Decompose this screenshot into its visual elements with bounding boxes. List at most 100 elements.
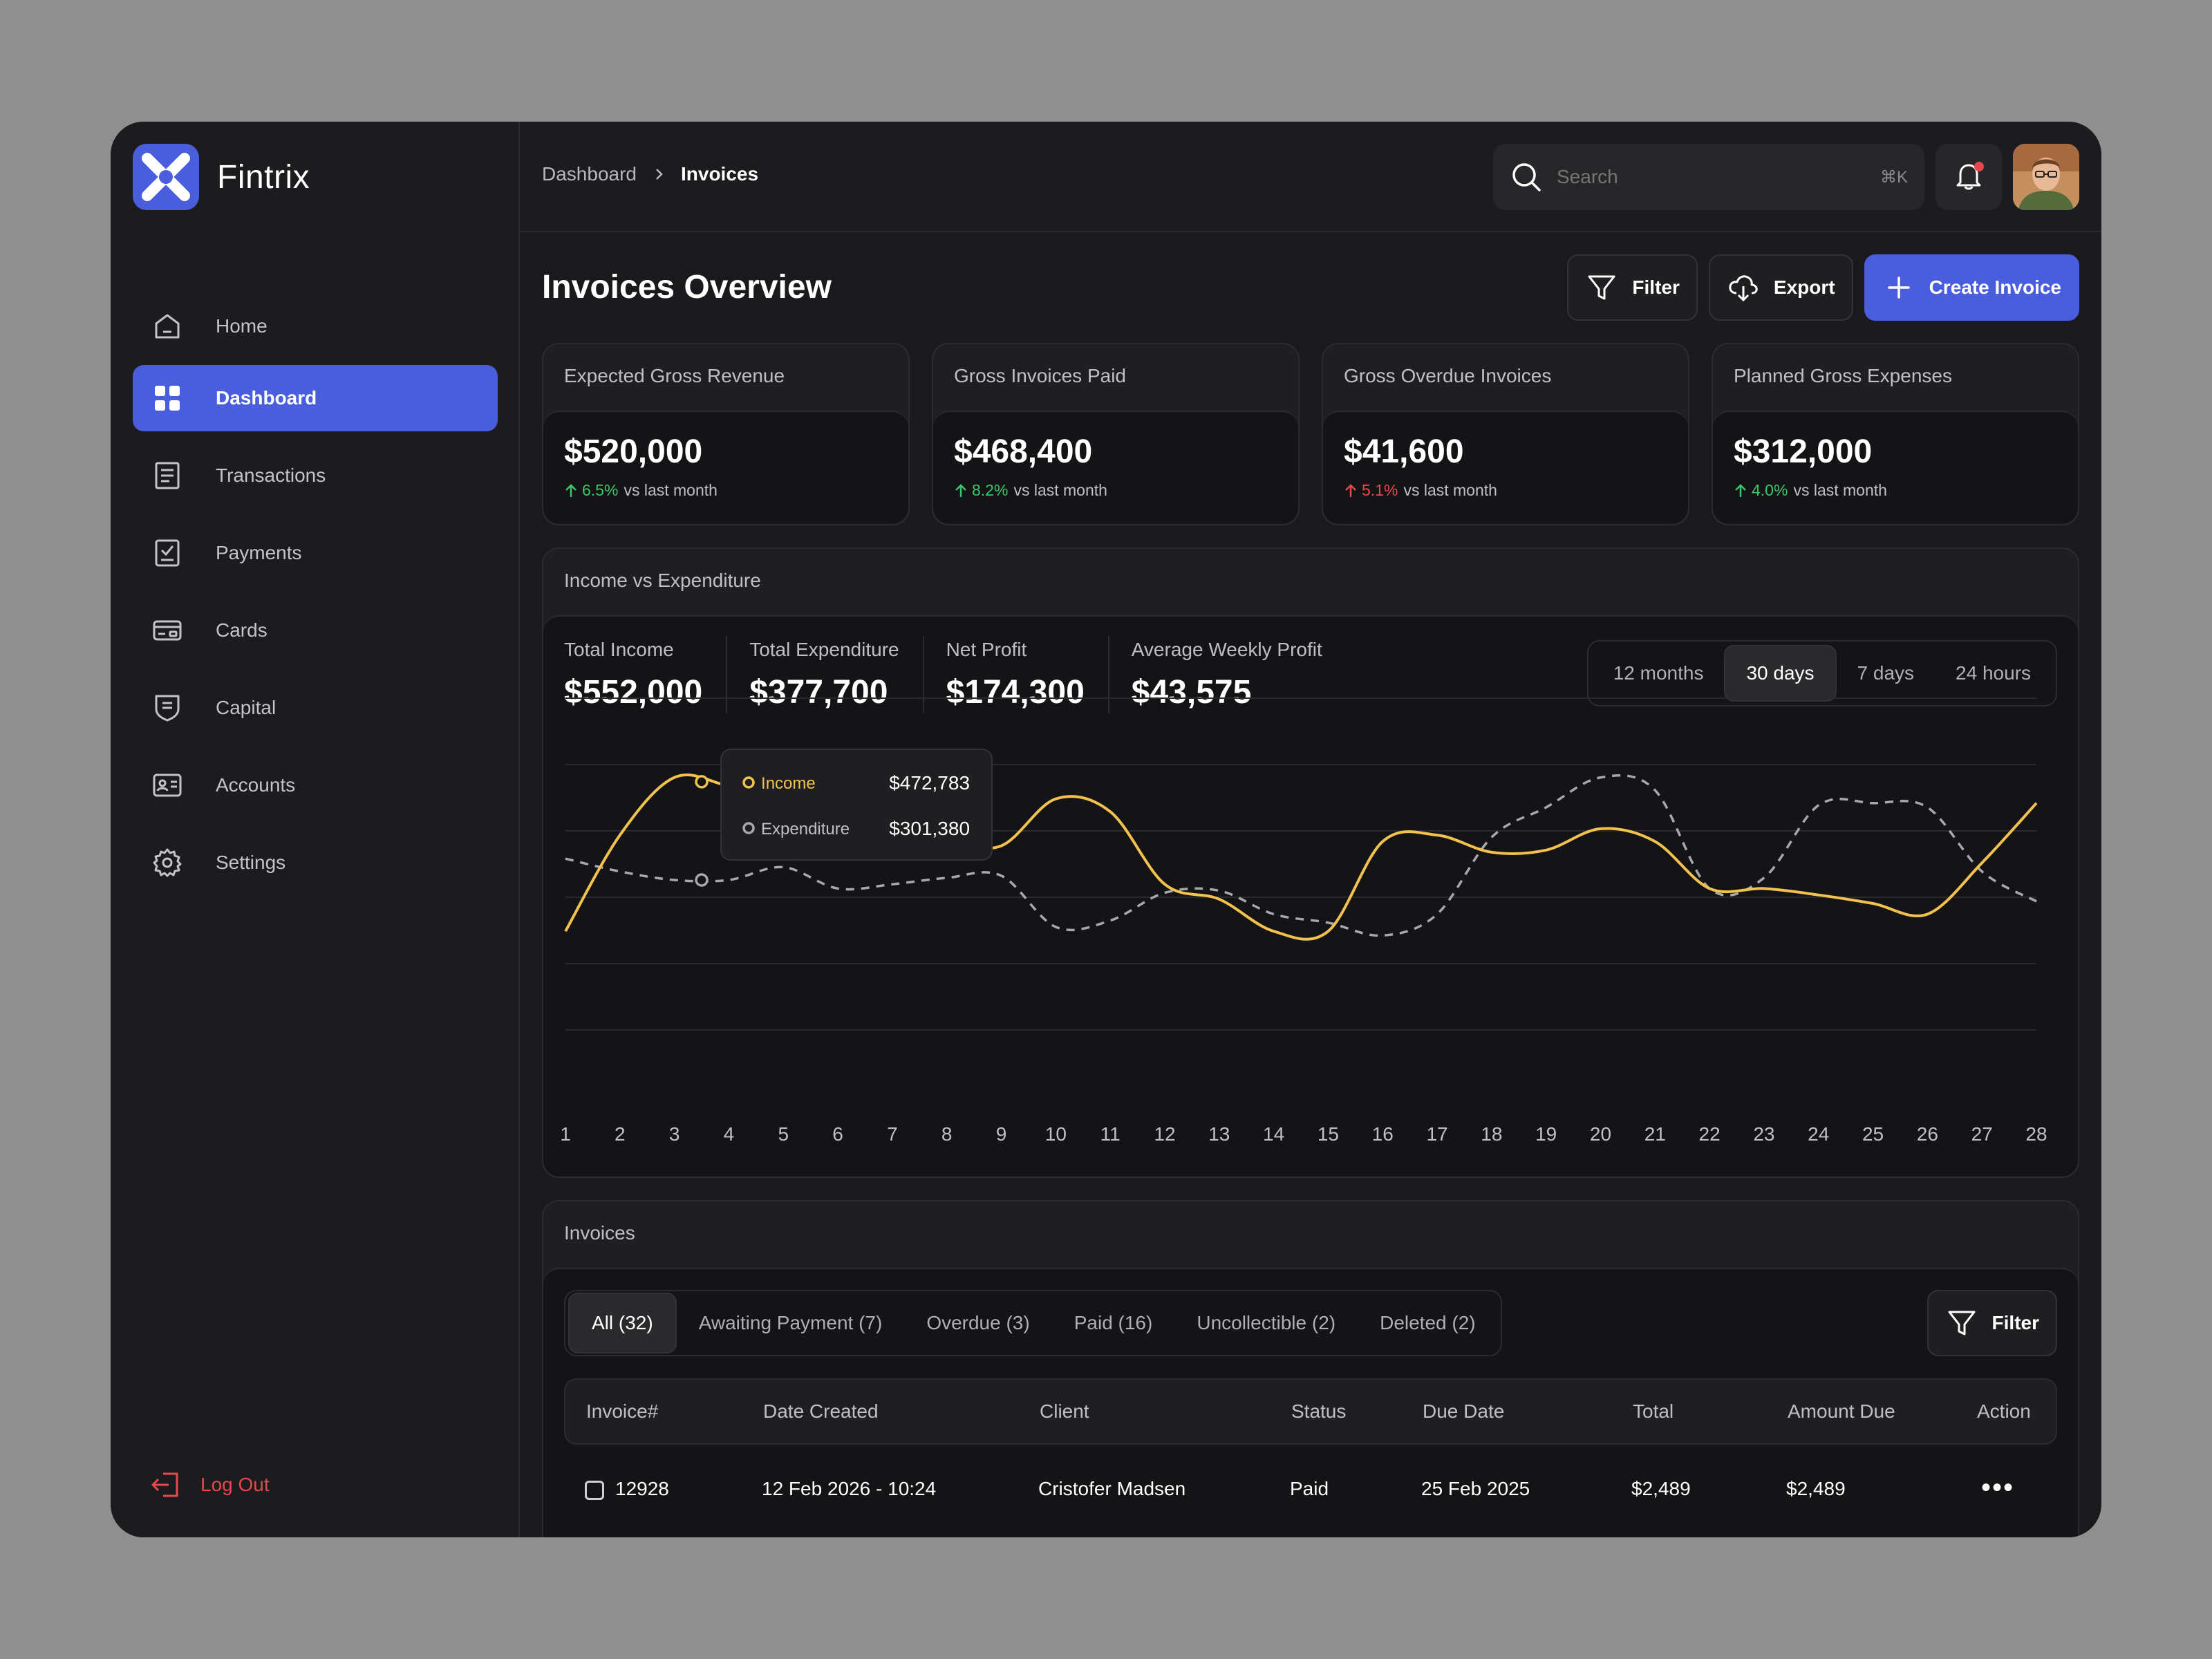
stat-delta-value: 4.0% — [1752, 481, 1788, 499]
stat-delta-suffix: vs last month — [1793, 481, 1887, 499]
column-client[interactable]: Client — [1040, 1400, 1089, 1422]
export-button[interactable]: Export — [1708, 254, 1853, 321]
invoices-filter-button[interactable]: Filter — [1927, 1290, 2057, 1356]
stat-delta-value: 8.2% — [972, 481, 1009, 499]
column-invoice-number[interactable]: Invoice# — [586, 1400, 659, 1422]
tab-paid[interactable]: Paid (16) — [1074, 1312, 1153, 1333]
logout-label: Log Out — [200, 1474, 270, 1495]
notifications-button[interactable] — [1936, 144, 2002, 210]
filter-label: Filter — [1991, 1312, 2039, 1333]
tab-awaiting-payment[interactable]: Awaiting Payment (7) — [698, 1312, 883, 1333]
create-invoice-button[interactable]: Create Invoice — [1864, 254, 2079, 321]
arrow-up-red-icon — [1345, 483, 1356, 497]
filter-button[interactable]: Filter — [1567, 254, 1698, 321]
x-tick-label: 4 — [724, 1123, 735, 1145]
stat-cards: Expected Gross Revenue $520,000 6.5% vs … — [542, 343, 2079, 525]
column-due-date[interactable]: Due Date — [1423, 1400, 1505, 1422]
shield-icon — [151, 691, 184, 724]
time-range-selector: 12 months 30 days 7 days 24 hours — [1586, 640, 2057, 706]
range-30-days[interactable]: 30 days — [1724, 645, 1837, 702]
x-tick-label: 8 — [941, 1123, 953, 1145]
tab-uncollectible[interactable]: Uncollectible (2) — [1197, 1312, 1336, 1333]
home-icon — [151, 310, 184, 343]
search-box[interactable]: ⌘K — [1493, 144, 1924, 210]
table-row[interactable]: 12928 12 Feb 2026 - 10:24 Cristofer Mads… — [564, 1450, 2057, 1528]
invoices-inner: All (32) Awaiting Payment (7) Overdue (3… — [543, 1268, 2078, 1537]
x-tick-label: 12 — [1154, 1123, 1175, 1145]
tab-overdue[interactable]: Overdue (3) — [926, 1312, 1030, 1333]
sidebar-item-label: Transactions — [216, 465, 326, 486]
x-tick-label: 13 — [1208, 1123, 1230, 1145]
x-tick-label: 24 — [1808, 1123, 1829, 1145]
invoice-status-tabs: All (32) Awaiting Payment (7) Overdue (3… — [564, 1290, 1502, 1356]
tooltip-expenditure-value: $301,380 — [889, 818, 970, 839]
kpi-value: $377,700 — [749, 674, 888, 711]
notification-dot — [1974, 162, 1984, 171]
stat-value: $312,000 — [1734, 433, 1873, 470]
x-tick-label: 16 — [1372, 1123, 1394, 1145]
sidebar-item-home[interactable]: Home — [133, 293, 498, 359]
row-checkbox[interactable] — [585, 1480, 604, 1500]
stat-delta: 5.1% vs last month — [1344, 481, 1497, 500]
invoice-number: 12928 — [615, 1478, 669, 1499]
search-input[interactable] — [1557, 166, 1880, 188]
x-tick-label: 18 — [1481, 1123, 1502, 1145]
income-expenditure-panel: Income vs Expenditure Total Income $552,… — [542, 547, 2079, 1178]
date-created-cell: 12 Feb 2026 - 10:24 — [762, 1478, 937, 1499]
stat-label: Expected Gross Revenue — [564, 365, 785, 386]
stat-delta-up: 8.2% — [954, 481, 1008, 500]
x-tick-label: 10 — [1045, 1123, 1067, 1145]
due-date-cell: 25 Feb 2025 — [1421, 1478, 1530, 1499]
page-actions: Filter Export Create Invoice — [1567, 254, 2079, 321]
hover-markers — [695, 775, 709, 887]
logout-icon — [151, 1468, 184, 1501]
column-total[interactable]: Total — [1633, 1400, 1674, 1422]
logout-button[interactable]: Log Out — [151, 1468, 270, 1501]
stat-delta-suffix: vs last month — [1013, 481, 1107, 499]
tooltip-expenditure-marker — [742, 822, 755, 834]
brand[interactable]: Fintrix — [133, 144, 310, 210]
arrow-up-icon — [1735, 483, 1746, 497]
sidebar-item-dashboard[interactable]: Dashboard — [133, 365, 498, 431]
cloud-download-icon — [1727, 271, 1760, 304]
stat-delta-suffix: vs last month — [624, 481, 718, 499]
sidebar-item-accounts[interactable]: Accounts — [133, 752, 498, 818]
x-tick-label: 6 — [832, 1123, 843, 1145]
stat-delta-suffix: vs last month — [1403, 481, 1497, 499]
sidebar: Fintrix Home Dashboard Transactions — [111, 122, 520, 1537]
sidebar-item-settings[interactable]: Settings — [133, 830, 498, 896]
x-tick-label: 17 — [1426, 1123, 1447, 1145]
sidebar-item-capital[interactable]: Capital — [133, 675, 498, 741]
column-status[interactable]: Status — [1291, 1400, 1347, 1422]
x-tick-label: 7 — [887, 1123, 898, 1145]
column-date-created[interactable]: Date Created — [763, 1400, 879, 1422]
sidebar-item-payments[interactable]: Payments — [133, 520, 498, 586]
column-amount-due[interactable]: Amount Due — [1788, 1400, 1895, 1422]
range-7-days[interactable]: 7 days — [1857, 662, 1915, 684]
bell-icon — [1952, 159, 1985, 196]
chart-panel-title: Income vs Expenditure — [564, 570, 761, 591]
tab-all[interactable]: All (32) — [568, 1293, 677, 1353]
x-tick-label: 21 — [1644, 1123, 1666, 1145]
arrow-up-icon — [955, 483, 966, 497]
breadcrumb-dashboard[interactable]: Dashboard — [542, 163, 637, 185]
kpi-label: Net Profit — [946, 639, 1027, 660]
x-tick-label: 11 — [1100, 1123, 1121, 1145]
stat-delta-up: 6.5% — [564, 481, 618, 500]
range-24-hours[interactable]: 24 hours — [1956, 662, 2031, 684]
stat-value: $468,400 — [954, 433, 1093, 470]
tab-deleted[interactable]: Deleted (2) — [1380, 1312, 1476, 1333]
avatar[interactable] — [2013, 144, 2079, 210]
kpi-value: $43,575 — [1131, 674, 1252, 711]
x-tick-label: 23 — [1753, 1123, 1774, 1145]
sidebar-item-transactions[interactable]: Transactions — [133, 442, 498, 509]
breadcrumb: Dashboard Invoices — [542, 163, 758, 185]
sidebar-item-cards[interactable]: Cards — [133, 597, 498, 664]
more-actions-button[interactable]: ••• — [1981, 1472, 2015, 1503]
range-12-months[interactable]: 12 months — [1613, 662, 1704, 684]
stat-value: $520,000 — [564, 433, 703, 470]
income-expenditure-chart[interactable]: 1 2 3 4 5 6 7 8 9 10 11 12 13 14 15 16 17 18 19 20 21 22 23 24 2… — [543, 617, 2078, 1178]
stat-delta: 4.0% vs last month — [1734, 481, 1887, 500]
amount-due-cell: $2,489 — [1786, 1478, 1846, 1499]
chart-inner: Total Income $552,000 Total Expenditure … — [543, 615, 2078, 1177]
